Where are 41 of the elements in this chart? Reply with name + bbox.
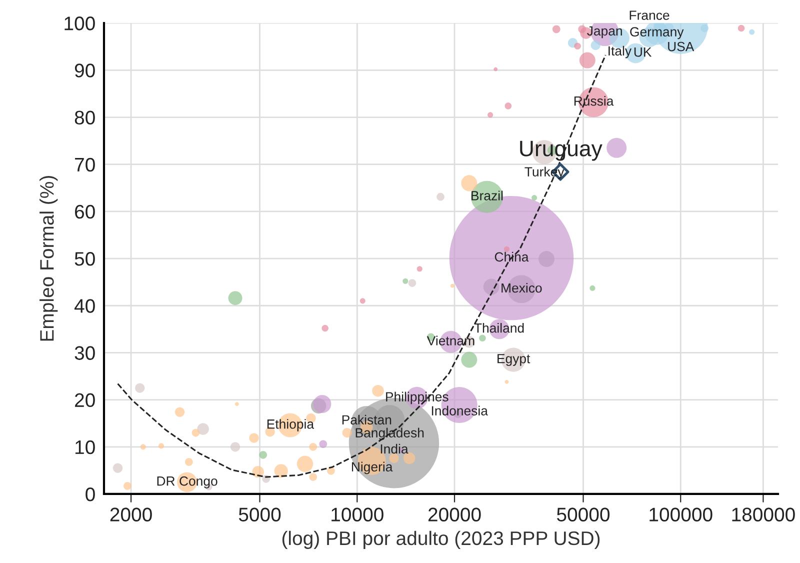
x-axis-title: (log) PBI por adulto (2023 PPP USD) — [282, 530, 600, 549]
y-tick-label: 80 — [74, 110, 95, 124]
annotation: Ethiopia — [267, 419, 314, 432]
x-tick-label: 50000 — [556, 508, 610, 522]
annotation: Indonesia — [432, 406, 488, 416]
annotation: China — [494, 252, 529, 262]
annotation: Bangladesh — [356, 428, 424, 440]
x-tick-label: 100000 — [650, 508, 712, 522]
annotation: France — [630, 10, 670, 20]
annotation: India — [380, 444, 408, 454]
annotation: Thailand — [474, 323, 524, 333]
annotation: Japan — [587, 26, 622, 38]
annotation: Nigeria — [352, 462, 393, 474]
y-tick-label: 20 — [75, 393, 95, 408]
annotation: Brazil — [472, 190, 503, 200]
annotation: Egypt — [498, 354, 530, 366]
annotation: UK — [634, 48, 652, 57]
x-tick-label: 180000 — [732, 508, 795, 522]
y-tick-label: 60 — [75, 204, 95, 219]
y-tick-label: 100 — [64, 16, 95, 30]
y-tick-label: 50 — [74, 252, 95, 266]
x-tick-label: 5000 — [238, 508, 281, 522]
annotation: Uruguay — [520, 140, 602, 161]
annotation: Vietnam — [426, 336, 474, 346]
annotation: Philippines — [386, 392, 448, 404]
x-tick-label: 2000 — [110, 508, 152, 522]
annotation: Russia — [574, 96, 614, 106]
y-tick-label: 0 — [86, 487, 95, 502]
x-tick-label: 20000 — [428, 508, 481, 522]
annotation: Mexico — [502, 282, 542, 293]
x-tick-label: 10000 — [332, 508, 384, 522]
annotation: USA — [668, 42, 694, 52]
annotation: Italy — [608, 46, 632, 58]
y-tick-label: 30 — [74, 346, 95, 360]
annotation: Germany — [630, 27, 684, 40]
y-tick-label: 40 — [74, 299, 95, 313]
y-axis-title: Empleo Formal (%) — [40, 176, 58, 341]
y-tick-label: 70 — [75, 158, 95, 172]
annotation: DR Congo — [157, 476, 218, 488]
y-tick-label: 10 — [76, 440, 95, 454]
y-tick-label: 90 — [74, 64, 95, 78]
